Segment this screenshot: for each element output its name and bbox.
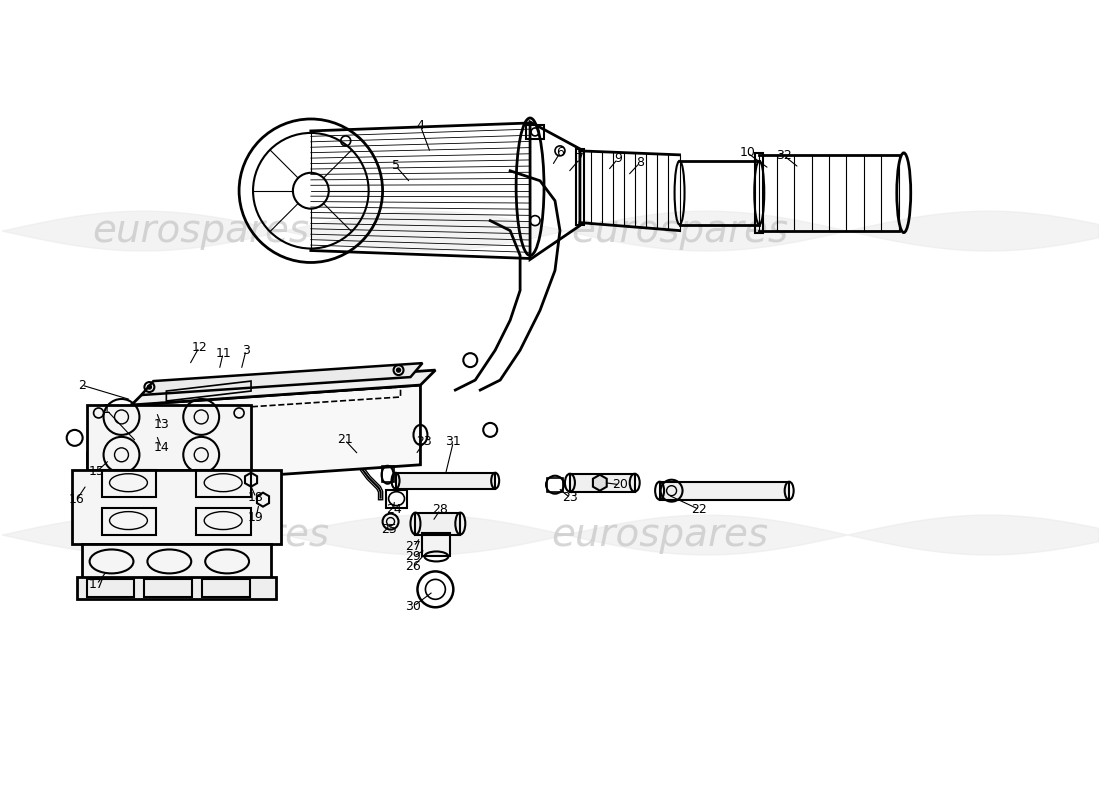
Bar [570,474,635,492]
Bar [382,466,394,482]
Bar [101,508,156,534]
Text: 1: 1 [102,403,110,417]
Bar [422,533,450,557]
Bar [526,125,544,139]
Text: 29: 29 [406,550,421,563]
Text: 4: 4 [417,119,425,133]
Bar [756,153,763,233]
Text: 3: 3 [242,344,250,357]
Text: 23: 23 [417,435,432,448]
Text: 5: 5 [392,159,399,172]
Bar [547,478,563,492]
Text: 22: 22 [692,503,707,516]
Text: 20: 20 [612,478,628,491]
Text: 10: 10 [739,146,756,159]
Text: 2: 2 [78,378,86,391]
Bar [196,470,251,497]
Text: 25: 25 [381,523,396,536]
Text: 18: 18 [249,491,264,504]
Bar [386,490,407,508]
Polygon shape [132,370,436,405]
Text: 7: 7 [576,152,584,166]
Text: 14: 14 [154,442,169,454]
Bar [660,482,789,500]
Text: 27: 27 [406,540,421,553]
Text: 9: 9 [614,152,622,166]
Text: eurospares: eurospares [551,515,768,554]
Text: eurospares: eurospares [112,515,330,554]
Text: 30: 30 [406,600,421,613]
Text: eurospares: eurospares [92,211,310,250]
Text: 8: 8 [636,156,644,170]
Polygon shape [152,482,280,519]
Text: 32: 32 [777,150,792,162]
Bar [416,513,460,534]
Bar [77,578,276,599]
Text: 21: 21 [337,434,353,446]
Circle shape [147,385,152,389]
Text: 23: 23 [562,491,578,504]
Polygon shape [142,363,422,395]
Polygon shape [132,385,420,485]
Text: 11: 11 [216,346,231,360]
Bar [196,508,251,534]
Bar [87,405,251,470]
Text: 12: 12 [191,341,207,354]
Bar [144,579,192,598]
Text: 16: 16 [69,493,85,506]
Text: eurospares: eurospares [571,211,788,250]
Text: 13: 13 [154,418,169,431]
Bar [81,545,271,579]
Text: 31: 31 [446,435,461,448]
Bar [396,473,495,489]
Bar [72,470,280,545]
Bar [576,149,584,225]
Circle shape [396,368,400,372]
Text: 24: 24 [386,503,402,516]
Text: 6: 6 [556,146,564,159]
Bar [202,579,250,598]
Text: 19: 19 [249,511,264,524]
Bar [87,579,134,598]
Text: 17: 17 [89,578,104,591]
Text: 26: 26 [406,560,421,573]
Text: 28: 28 [432,503,449,516]
Polygon shape [593,474,607,490]
Bar [101,470,156,497]
Text: 15: 15 [89,466,104,478]
